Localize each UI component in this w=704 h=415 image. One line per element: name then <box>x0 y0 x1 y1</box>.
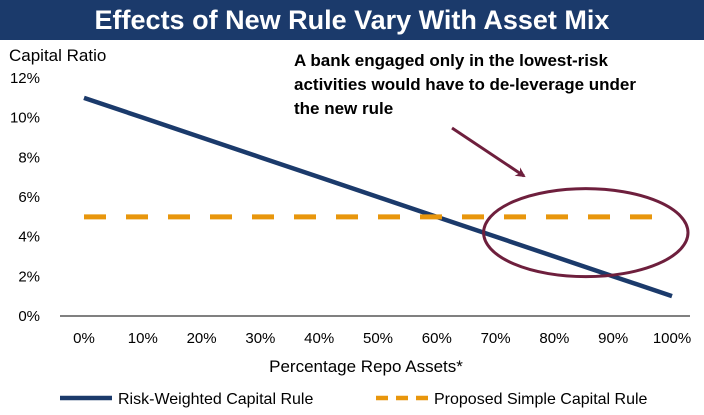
y-tick-label: 0% <box>18 308 40 325</box>
y-tick-label: 10% <box>10 110 40 127</box>
series-line-risk-weighted <box>83 95 673 299</box>
legend-label-risk-weighted: Risk-Weighted Capital Rule <box>118 391 313 408</box>
series-group <box>83 95 673 299</box>
x-tick-label: 30% <box>245 330 275 347</box>
y-axis-label: Capital Ratio <box>9 46 106 65</box>
chart-title: Effects of New Rule Vary With Asset Mix <box>0 0 704 40</box>
y-tick-label: 6% <box>18 189 40 206</box>
x-tick-label: 100% <box>653 330 691 347</box>
legend-label-simple-rule: Proposed Simple Capital Rule <box>434 391 648 408</box>
y-tick-label: 4% <box>18 229 40 246</box>
x-tick-label: 0% <box>73 330 95 347</box>
x-tick-label: 20% <box>187 330 217 347</box>
annotation-line-2: activities would have to de-leverage und… <box>294 75 636 94</box>
y-tick-label: 12% <box>10 70 40 87</box>
annotation-line-3: the new rule <box>294 99 393 118</box>
x-tick-label: 50% <box>363 330 393 347</box>
y-tick-label: 2% <box>18 268 40 285</box>
y-tick-labels: 0% 2% 4% 6% 8% 10% 12% <box>10 70 40 325</box>
x-tick-label: 90% <box>598 330 628 347</box>
x-tick-label: 40% <box>304 330 334 347</box>
highlight-ellipse <box>482 187 690 279</box>
x-tick-label: 60% <box>422 330 452 347</box>
x-tick-labels: 0% 10% 20% 30% 40% 50% 60% 70% 80% 90% 100% <box>73 330 691 347</box>
legend: Risk-Weighted Capital Rule Proposed Simp… <box>60 391 648 408</box>
annotation-marks <box>451 126 690 279</box>
x-tick-label: 10% <box>128 330 158 347</box>
x-tick-label: 70% <box>481 330 511 347</box>
x-axis-label: Percentage Repo Assets* <box>269 357 463 376</box>
annotation-line-1: A bank engaged only in the lowest-risk <box>294 51 608 70</box>
y-tick-label: 8% <box>18 149 40 166</box>
annotation-arrow <box>451 126 526 178</box>
x-tick-label: 80% <box>539 330 569 347</box>
